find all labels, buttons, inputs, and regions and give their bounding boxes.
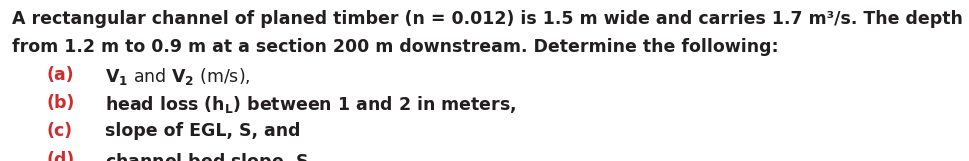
Text: (b): (b) bbox=[47, 94, 75, 112]
Text: $\mathbf{V_1}$ and $\mathbf{V_2}$ (m/s),: $\mathbf{V_1}$ and $\mathbf{V_2}$ (m/s), bbox=[105, 66, 250, 87]
Text: (c): (c) bbox=[47, 122, 73, 140]
Text: (a): (a) bbox=[47, 66, 74, 84]
Text: (d): (d) bbox=[47, 151, 75, 161]
Text: from 1.2 m to 0.9 m at a section 200 m downstream. Determine the following:: from 1.2 m to 0.9 m at a section 200 m d… bbox=[12, 38, 777, 56]
Text: slope of EGL, S, and: slope of EGL, S, and bbox=[105, 122, 300, 140]
Text: A rectangular channel of planed timber (n = 0.012) is 1.5 m wide and carries 1.7: A rectangular channel of planed timber (… bbox=[12, 10, 969, 28]
Text: head loss ($\mathbf{h_L}$) between 1 and 2 in meters,: head loss ($\mathbf{h_L}$) between 1 and… bbox=[105, 94, 516, 115]
Text: channel bed slope, $\mathbf{S_o}$.: channel bed slope, $\mathbf{S_o}$. bbox=[105, 151, 324, 161]
